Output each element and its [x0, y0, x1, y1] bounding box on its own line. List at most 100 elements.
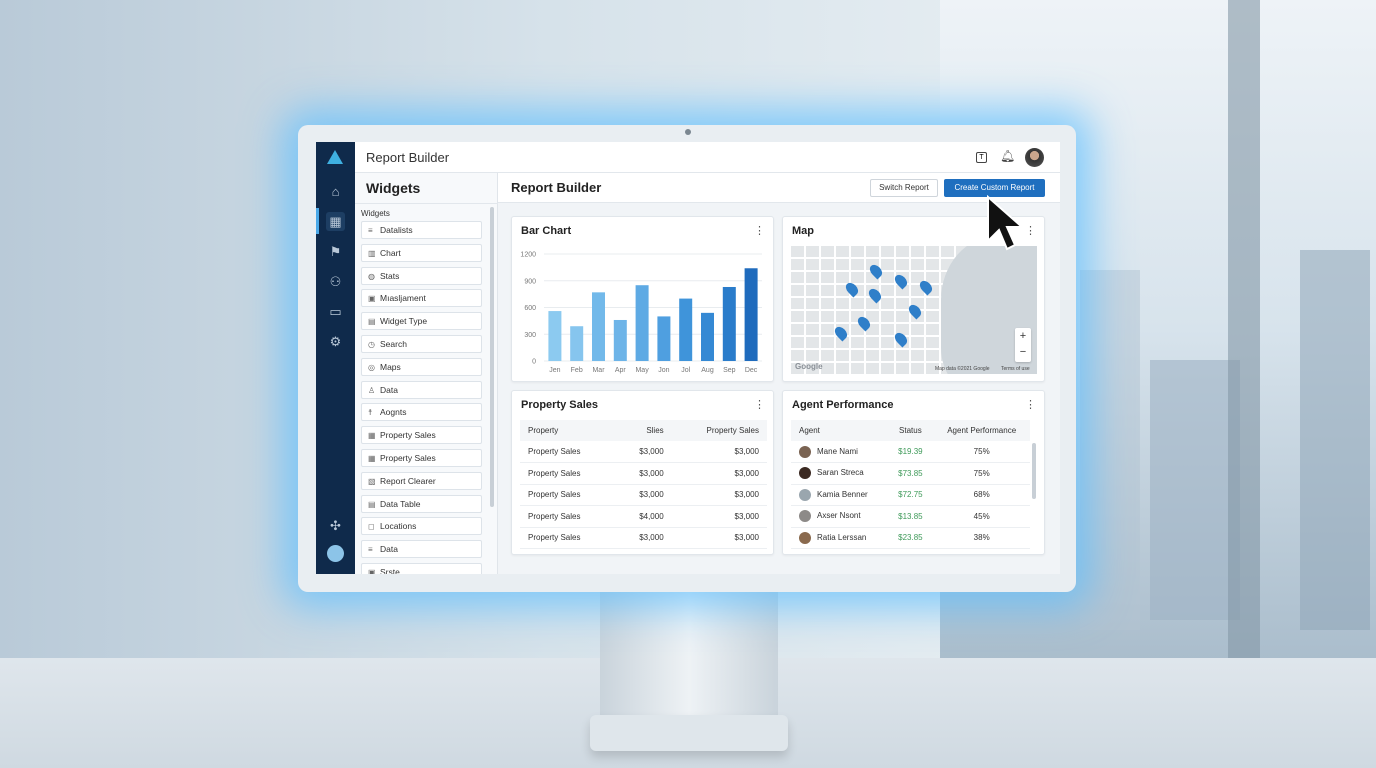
users-icon[interactable]: ⚇ — [329, 274, 342, 289]
flow-icon[interactable]: ⚑ — [329, 244, 342, 259]
x-tick-label: Jon — [658, 367, 669, 374]
more-options-icon[interactable]: ⋮ — [754, 225, 765, 237]
widget-item[interactable]: ◷ Search — [361, 335, 482, 353]
widget-label: Locations — [380, 521, 417, 532]
widget-item[interactable]: ▤ Data Table — [361, 494, 482, 513]
bar-Jol[interactable] — [679, 298, 693, 361]
widget-item[interactable]: ♙ Data — [361, 380, 482, 399]
bar-Jon[interactable] — [657, 316, 671, 361]
map-pin-icon[interactable] — [866, 286, 884, 304]
slies-cell: $3,000 — [615, 484, 672, 506]
map-pin-icon[interactable] — [917, 278, 935, 296]
widget-icon: ≡ — [368, 226, 373, 235]
bar-Feb[interactable] — [570, 326, 584, 361]
map-pin-icon[interactable] — [867, 262, 885, 280]
widget-item[interactable]: ◍ Stats — [361, 266, 482, 285]
table-row[interactable]: Saran Streca $73.85 75% — [791, 462, 1030, 485]
map-pin-icon[interactable] — [892, 330, 910, 348]
more-options-icon[interactable]: ⋮ — [754, 399, 765, 411]
widgets-icon[interactable]: ▦ — [326, 212, 345, 231]
column-header[interactable]: Status — [887, 420, 934, 441]
widget-item[interactable]: ▤ Widget Type — [361, 312, 482, 331]
bar-Aug[interactable] — [701, 312, 714, 361]
widget-item[interactable]: ◻ Locations — [361, 517, 482, 536]
agent-name: Saran Streca — [817, 468, 864, 478]
widget-item[interactable]: ▣ Mıasljament — [361, 289, 482, 308]
widget-item[interactable]: ▧ Report Clearer — [361, 471, 482, 490]
widget-item[interactable]: ≡ Data — [361, 540, 482, 559]
user-avatar[interactable] — [1025, 148, 1044, 167]
app-screen: ⌂ ▦ ⚑ ⚇ ▭ ⚙ ✣ Report Builder T 🔔︎ Widget… — [316, 142, 1060, 574]
widget-item[interactable]: ◎ Maps — [361, 357, 482, 376]
bar-Apr[interactable] — [613, 319, 627, 361]
y-tick-label: 900 — [524, 278, 536, 285]
avatar[interactable] — [327, 545, 344, 562]
widget-item[interactable]: ≡ Datalists — [361, 221, 482, 239]
map-pin-icon[interactable] — [855, 314, 873, 332]
column-header[interactable]: Property — [520, 420, 616, 441]
table-row[interactable]: Property Sales $3,000 $3,000 — [520, 527, 767, 549]
widget-item[interactable]: ▣ Srste — [361, 563, 482, 574]
help-icon[interactable]: T — [976, 152, 987, 163]
bar-Mar[interactable] — [592, 292, 605, 361]
table-row[interactable]: Property Sales $3,000 $3,000 — [520, 484, 767, 506]
widget-item[interactable]: ▦ Property Sales — [361, 449, 482, 467]
map-pin-icon[interactable] — [906, 302, 924, 320]
table-row[interactable]: Property Sales $3,000 $3,000 — [520, 462, 767, 485]
column-header[interactable]: Slies — [615, 420, 672, 441]
map-view[interactable]: + − Google Map data ©2021 Google Terms o… — [791, 246, 1037, 374]
inbox-icon[interactable]: ▭ — [329, 304, 342, 319]
column-header[interactable]: Agent Performance — [933, 420, 1030, 441]
status-cell: $23.85 — [887, 527, 934, 549]
widget-item[interactable]: ☨ Aognts — [361, 403, 482, 422]
bar-Dec[interactable] — [744, 268, 758, 361]
bar-Jen[interactable] — [548, 311, 562, 361]
x-tick-label: Aug — [701, 367, 714, 374]
widget-item[interactable]: ▦ Property Sales — [361, 426, 482, 445]
column-header[interactable]: Property Sales — [671, 420, 767, 441]
table-row[interactable]: Property Sales $4,000 $3,000 — [520, 505, 767, 528]
table-row[interactable]: Ratia Lerssan $23.85 38% — [791, 527, 1030, 549]
terms-link[interactable]: Terms of use — [1001, 366, 1030, 372]
more-options-icon[interactable]: ⋮ — [1025, 225, 1036, 237]
zoom-in-button[interactable]: + — [1019, 330, 1027, 342]
table-row[interactable]: Kamia Benner $72.75 68% — [791, 484, 1030, 506]
map-pin-icon[interactable] — [832, 324, 850, 342]
performance-cell: 45% — [933, 505, 1030, 528]
more-options-icon[interactable]: ⋮ — [1025, 399, 1036, 411]
map-pin-icon[interactable] — [843, 280, 861, 298]
bar-May[interactable] — [635, 285, 649, 361]
performance-cell: 75% — [933, 441, 1030, 463]
property-cell: Property Sales — [520, 462, 616, 485]
property-cell: Property Sales — [520, 441, 616, 463]
widget-icon: ☨ — [368, 408, 373, 418]
zoom-out-button[interactable]: − — [1019, 346, 1027, 358]
webcam — [685, 129, 691, 135]
switch-report-button[interactable]: Switch Report — [870, 179, 938, 197]
widgets-scrollbar[interactable] — [490, 207, 494, 507]
widget-item[interactable]: ▥ Chart — [361, 243, 482, 262]
widget-label: Stats — [380, 270, 400, 281]
map-pin-icon[interactable] — [892, 272, 910, 290]
mouse-cursor-icon — [987, 195, 1025, 251]
column-header[interactable]: Agent — [791, 420, 888, 441]
bar-Sep[interactable] — [722, 286, 736, 361]
table-row[interactable]: Property Sales $3,000 $3,000 — [520, 441, 767, 463]
slies-cell: $3,000 — [615, 441, 672, 463]
widget-icon: ▣ — [368, 568, 376, 574]
x-tick-label: Dec — [745, 367, 758, 374]
create-custom-report-button[interactable]: Create Custom Report — [944, 179, 1045, 197]
table-row[interactable]: Mane Nami $19.39 75% — [791, 441, 1030, 463]
agent-avatar — [799, 531, 811, 544]
agent-avatar — [799, 467, 811, 480]
app-title: Report Builder — [366, 150, 450, 165]
widget-icon: ▥ — [368, 248, 376, 258]
puzzle-icon[interactable]: ✣ — [330, 518, 341, 533]
bell-icon[interactable]: 🔔︎ — [1000, 149, 1016, 163]
table-row[interactable]: Axser Nsont $13.85 45% — [791, 505, 1030, 528]
settings-icon[interactable]: ⚙ — [329, 334, 342, 349]
agent-table-scrollbar[interactable] — [1032, 443, 1036, 499]
y-tick-label: 300 — [524, 332, 536, 339]
home-icon[interactable]: ⌂ — [331, 184, 340, 199]
x-tick-label: Apr — [615, 367, 627, 374]
